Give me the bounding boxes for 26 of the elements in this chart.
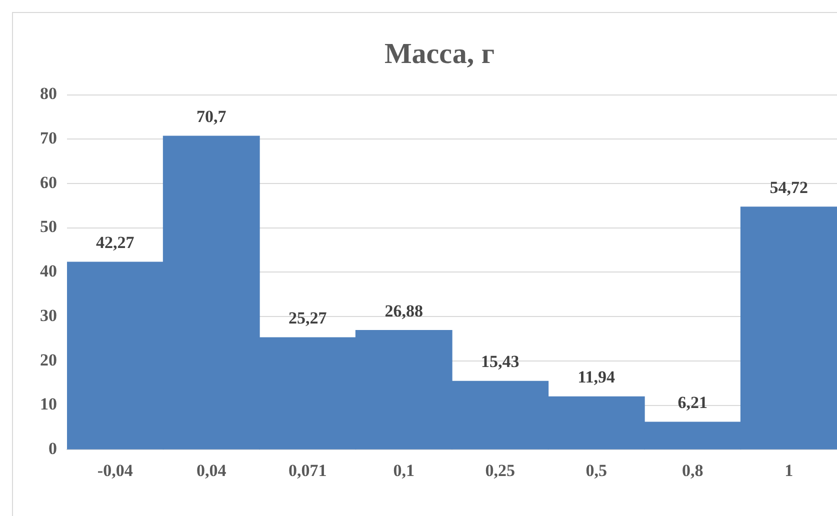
x-tick-label: 0,1 — [393, 461, 414, 480]
y-tick-label: 30 — [40, 306, 57, 325]
y-tick-label: 0 — [48, 438, 57, 458]
x-tick-label: 0,071 — [288, 461, 327, 480]
x-tick-label: 0,25 — [485, 461, 515, 480]
x-tick-label: 0,04 — [196, 461, 227, 480]
data-label: 26,88 — [384, 301, 423, 320]
x-tick-label: -0,04 — [97, 461, 134, 480]
data-label: 70,7 — [196, 106, 227, 126]
x-tick-label: 0,5 — [586, 461, 607, 480]
y-tick-label: 60 — [40, 172, 57, 192]
chart-title: Масса, г — [384, 38, 495, 70]
y-tick-label: 10 — [40, 394, 57, 414]
y-tick-label: 40 — [40, 262, 57, 281]
data-label: 15,43 — [481, 352, 520, 372]
data-label: 6,21 — [678, 392, 708, 412]
data-label: 42,27 — [96, 233, 135, 252]
x-tick-label: 0,8 — [682, 461, 704, 480]
data-label: 11,94 — [578, 368, 616, 387]
y-tick-label: 80 — [40, 84, 57, 104]
y-tick-label: 50 — [40, 217, 57, 236]
data-label: 54,72 — [770, 178, 808, 197]
y-tick-label: 70 — [40, 128, 57, 148]
y-tick-label: 20 — [40, 350, 57, 370]
x-tick-label: 1 — [784, 461, 794, 480]
data-label: 25,27 — [288, 308, 328, 328]
